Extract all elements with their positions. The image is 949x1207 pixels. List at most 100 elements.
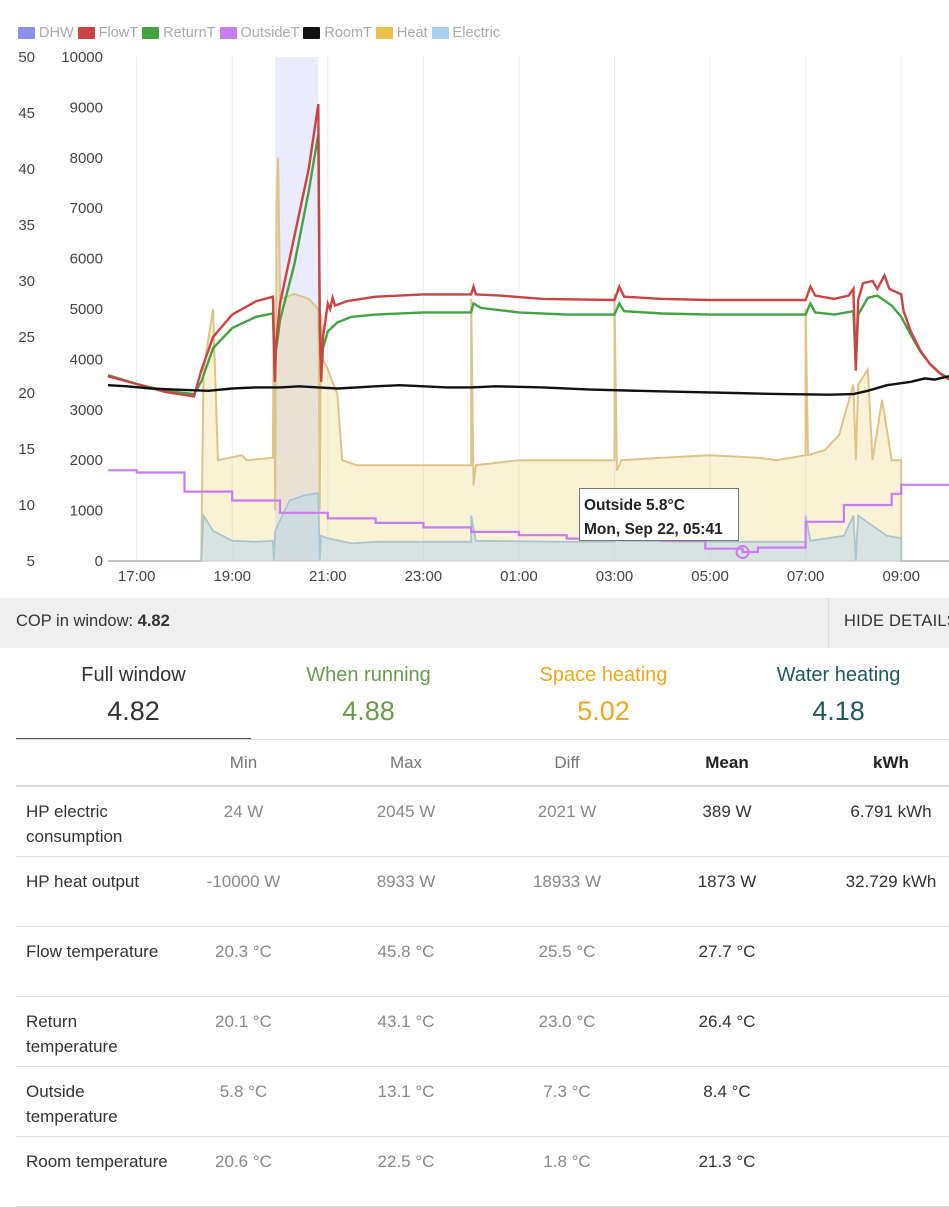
right-tick-label: 0 bbox=[95, 553, 103, 570]
cell-diff: 1.8 °C bbox=[496, 1136, 638, 1207]
legend-swatch bbox=[303, 27, 321, 39]
tooltip-line-2: Mon, Sep 22, 05:41 bbox=[584, 521, 723, 538]
legend-item-outsidet[interactable]: OutsideT bbox=[219, 25, 300, 41]
cop-summary-bar: COP in window: 4.82 HIDE DETAILS bbox=[0, 598, 949, 648]
left-tick-label: 30 bbox=[18, 273, 35, 290]
legend-item-returnt[interactable]: ReturnT bbox=[142, 25, 216, 41]
legend-item-dhw[interactable]: DHW bbox=[18, 25, 74, 41]
cell-label: Return temperature bbox=[16, 996, 171, 1067]
cop-label: COP in window: bbox=[16, 612, 138, 630]
right-tick-label: 6000 bbox=[70, 251, 103, 268]
legend-label: OutsideT bbox=[240, 25, 300, 41]
tabs-divider bbox=[16, 739, 949, 740]
tooltip-marker bbox=[735, 545, 750, 560]
legend-label: DHW bbox=[39, 25, 74, 41]
col-header-diff: Diff bbox=[496, 740, 638, 787]
x-tick-label: 23:00 bbox=[405, 568, 443, 585]
cell-min: 24 W bbox=[171, 786, 316, 857]
tab-value: 4.88 bbox=[342, 696, 395, 726]
outsidet-line bbox=[108, 469, 949, 554]
col-header-kwh: kWh bbox=[816, 740, 949, 787]
cell-diff: 18933 W bbox=[496, 856, 638, 927]
cell-min: 20.6 °C bbox=[171, 1136, 316, 1207]
right-tick-label: 3000 bbox=[70, 402, 103, 419]
cell-max: 43.1 °C bbox=[316, 996, 496, 1067]
tab-title: Space heating bbox=[539, 664, 668, 686]
cell-label: HP electric consumption bbox=[16, 786, 171, 857]
hide-details-button[interactable]: HIDE DETAILS bbox=[828, 598, 949, 648]
left-tick-label: 35 bbox=[18, 217, 35, 234]
tab-value: 4.82 bbox=[107, 696, 160, 726]
cell-mean: 8.4 °C bbox=[638, 1066, 816, 1137]
tab-title: Water heating bbox=[776, 664, 901, 686]
cop-tabs: Full window 4.82 When running 4.88 Space… bbox=[16, 648, 949, 740]
right-tick-label: 7000 bbox=[70, 200, 103, 217]
cell-kwh bbox=[816, 926, 949, 997]
left-tick-label: 15 bbox=[18, 441, 35, 458]
tab-water-heating[interactable]: Water heating 4.18 bbox=[721, 648, 949, 740]
cell-mean: 1873 W bbox=[638, 856, 816, 927]
heatpump-chart[interactable]: 5045403530252015105100009000800070006000… bbox=[0, 0, 949, 598]
legend-item-electric[interactable]: Electric bbox=[431, 25, 501, 41]
legend-swatch bbox=[18, 27, 35, 39]
chart-panel[interactable]: 50 45 40 35 30 25 20 15 10 5 10000 9000 8000 7000 6000… bbox=[0, 0, 949, 598]
x-tick-label: 09:00 bbox=[882, 568, 920, 585]
cell-min: 20.3 °C bbox=[171, 926, 316, 997]
left-tick-label: 40 bbox=[18, 161, 35, 178]
cell-max: 22.5 °C bbox=[316, 1136, 496, 1207]
cell-label: HP heat output bbox=[16, 856, 171, 927]
legend-swatch bbox=[375, 27, 393, 39]
tab-title: When running bbox=[306, 664, 431, 686]
legend-label: Heat bbox=[396, 25, 428, 41]
cell-diff: 23.0 °C bbox=[496, 996, 638, 1067]
table-row: HP heat output -10000 W 8933 W 18933 W 1873 … bbox=[16, 856, 949, 927]
cop-value: 4.82 bbox=[137, 612, 170, 630]
cell-label: Room temperature bbox=[16, 1136, 171, 1207]
legend-item-flowt[interactable]: FlowT bbox=[77, 25, 139, 41]
legend-label: RoomT bbox=[324, 25, 372, 41]
tab-space-heating[interactable]: Space heating 5.02 bbox=[486, 648, 721, 740]
cell-diff: 2021 W bbox=[496, 786, 638, 857]
cell-kwh bbox=[816, 1066, 949, 1137]
x-tick-label: 03:00 bbox=[596, 568, 634, 585]
cell-diff: 25.5 °C bbox=[496, 926, 638, 997]
legend-swatch bbox=[142, 27, 160, 39]
tab-title: Full window bbox=[81, 664, 186, 686]
legend-label: FlowT bbox=[98, 25, 139, 41]
x-tick-label: 07:00 bbox=[787, 568, 825, 585]
cell-min: 5.8 °C bbox=[171, 1066, 316, 1137]
tab-when-running[interactable]: When running 4.88 bbox=[251, 648, 486, 740]
table-row: Outside temperature 5.8 °C 13.1 °C 7.3 °C 8.… bbox=[16, 1066, 949, 1137]
legend-label: Electric bbox=[452, 25, 501, 41]
cell-mean: 389 W bbox=[638, 786, 816, 857]
heat-area bbox=[108, 157, 949, 562]
x-tick-label: 21:00 bbox=[309, 568, 347, 585]
flowt-line bbox=[107, 103, 949, 398]
right-tick-label: 2000 bbox=[70, 452, 103, 469]
right-tick-label: 8000 bbox=[70, 150, 103, 167]
cell-mean: 21.3 °C bbox=[638, 1136, 816, 1207]
legend-item-heat[interactable]: Heat bbox=[375, 25, 428, 41]
cell-label: Flow temperature bbox=[16, 926, 171, 997]
col-header-min: Min bbox=[171, 740, 316, 787]
cell-kwh: 6.791 kWh bbox=[816, 786, 949, 857]
cell-label: Outside temperature bbox=[16, 1066, 171, 1137]
legend-swatch bbox=[219, 27, 237, 39]
legend-item-roomt[interactable]: RoomT bbox=[303, 25, 372, 41]
x-tick-label: 17:00 bbox=[118, 568, 156, 585]
left-tick-label: 45 bbox=[18, 105, 35, 122]
x-tick-label: 19:00 bbox=[213, 568, 251, 585]
left-tick-label: 20 bbox=[18, 385, 35, 402]
right-tick-label: 5000 bbox=[70, 301, 103, 318]
cell-max: 8933 W bbox=[316, 856, 496, 927]
tab-full-window[interactable]: Full window 4.82 bbox=[16, 648, 251, 740]
tab-value: 5.02 bbox=[577, 696, 630, 726]
left-tick-label: 5 bbox=[27, 553, 35, 570]
cell-kwh bbox=[816, 1136, 949, 1207]
table-row: Room temperature 20.6 °C 22.5 °C 1.8 °C 21.3… bbox=[16, 1136, 949, 1207]
cell-max: 45.8 °C bbox=[316, 926, 496, 997]
x-tick-label: 01:00 bbox=[500, 568, 538, 585]
right-tick-label: 4000 bbox=[70, 351, 103, 368]
table-row: Flow temperature 20.3 °C 45.8 °C 25.5 °C 27.… bbox=[16, 926, 949, 997]
roomt-line bbox=[107, 375, 949, 396]
